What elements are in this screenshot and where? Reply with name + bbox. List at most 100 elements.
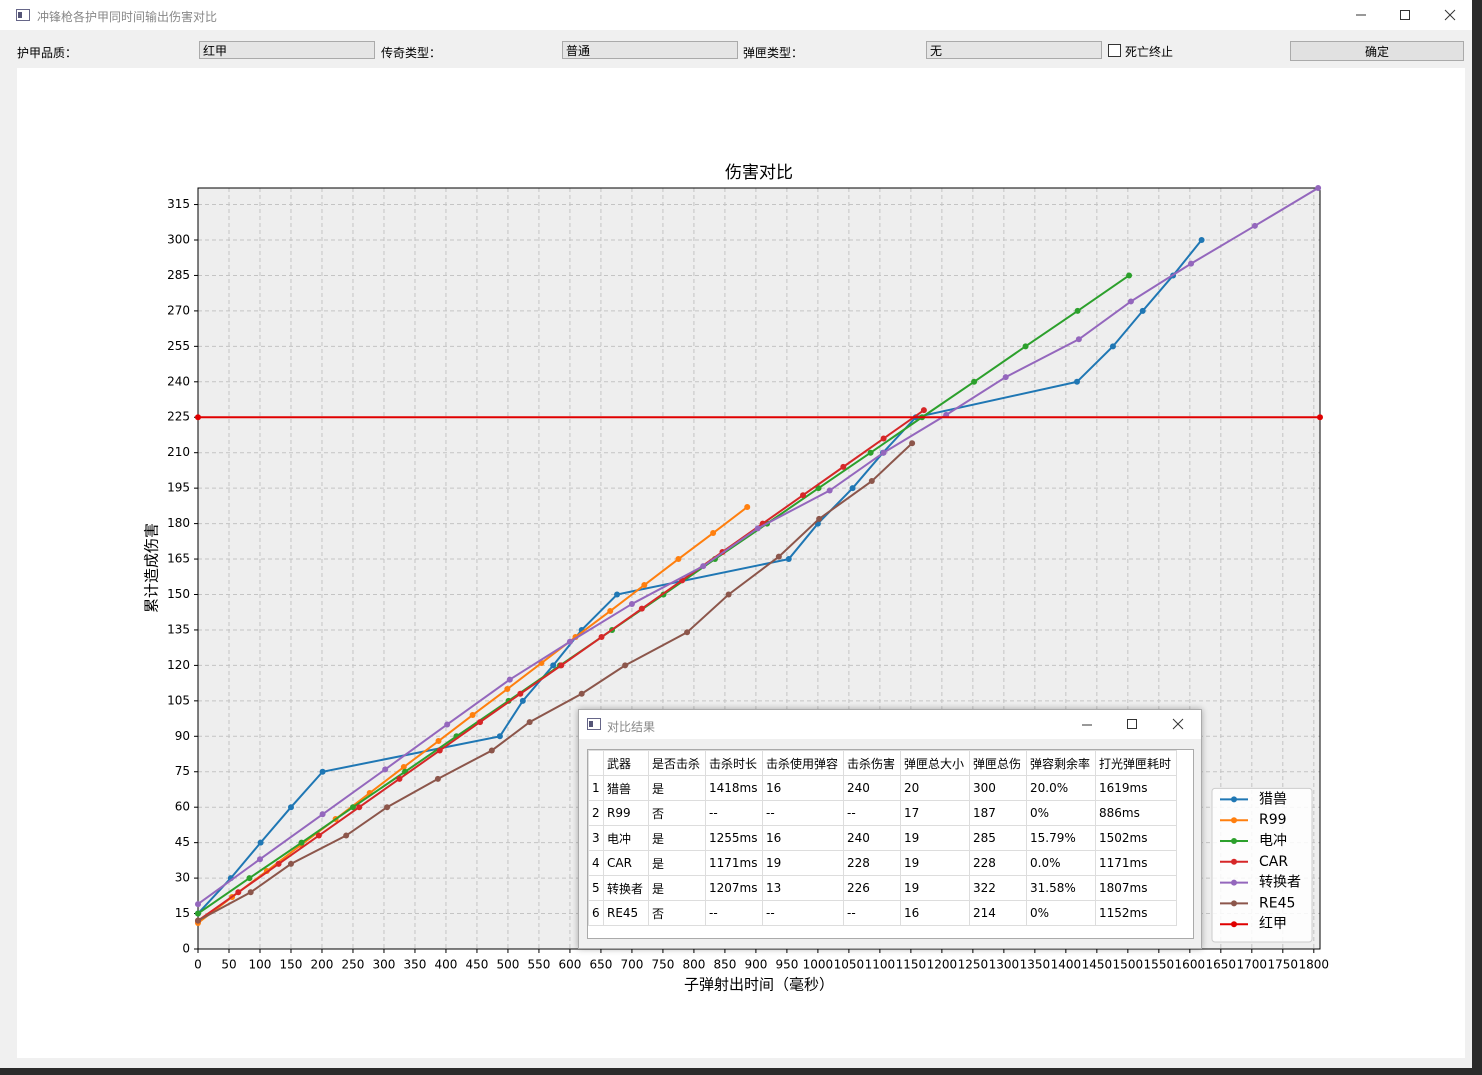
data-point xyxy=(785,556,792,563)
x-tick-label: 1050 xyxy=(834,958,865,972)
data-point xyxy=(504,686,511,693)
table-cell: 228 xyxy=(843,850,901,876)
data-point xyxy=(526,719,533,726)
data-point xyxy=(1315,185,1322,191)
mag-select[interactable]: 无 xyxy=(926,41,1102,59)
data-point xyxy=(519,697,526,704)
legend-select[interactable]: 普通 xyxy=(562,41,738,59)
x-tick-label: 1150 xyxy=(896,958,927,972)
x-tick-label: 750 xyxy=(651,958,674,972)
data-point xyxy=(275,860,282,867)
data-point xyxy=(700,563,707,570)
data-point xyxy=(578,690,585,697)
data-point xyxy=(868,478,875,485)
data-point xyxy=(506,676,513,683)
data-point xyxy=(256,856,263,863)
table-cell: 13 xyxy=(762,875,844,901)
table-cell: 是 xyxy=(648,775,706,801)
data-point xyxy=(488,747,495,754)
data-point xyxy=(826,487,833,494)
data-point xyxy=(298,839,305,846)
x-tick-label: 700 xyxy=(620,958,643,972)
legend-label: 红甲 xyxy=(1259,916,1287,932)
table-cell: 187 xyxy=(969,800,1027,826)
table-cell: 1502ms xyxy=(1095,825,1177,851)
table-cell: 322 xyxy=(969,875,1027,901)
data-point xyxy=(235,889,242,896)
x-tick-label: 400 xyxy=(435,958,458,972)
data-point xyxy=(641,582,648,589)
table-cell: 1418ms xyxy=(705,775,763,801)
window-controls[interactable] xyxy=(1340,0,1472,30)
y-axis-label: 累计造成伤害 xyxy=(143,523,161,613)
dialog-controls[interactable] xyxy=(1069,710,1201,739)
row-header: 1 xyxy=(588,775,604,801)
x-tick-label: 450 xyxy=(465,958,488,972)
x-tick-label: 1450 xyxy=(1082,958,1113,972)
data-point xyxy=(400,764,407,771)
checkbox[interactable] xyxy=(1108,44,1121,57)
data-point xyxy=(1139,307,1146,314)
dialog-title: 对比结果 xyxy=(607,720,656,734)
y-tick-label: 30 xyxy=(175,871,190,885)
x-tick-label: 0 xyxy=(194,958,202,972)
data-point xyxy=(880,449,887,456)
table-cell: -- xyxy=(762,800,844,826)
column-header: 弹匣总大小 xyxy=(900,750,970,776)
table-cell: 转换者 xyxy=(603,875,649,901)
data-point xyxy=(816,515,823,522)
x-tick-label: 600 xyxy=(558,958,581,972)
window-title: 冲锋枪各护甲同时间输出伤害对比 xyxy=(37,10,218,24)
legend-marker xyxy=(1231,921,1237,928)
data-point xyxy=(880,435,887,442)
data-point xyxy=(675,556,682,563)
data-point xyxy=(775,553,782,560)
x-tick-label: 250 xyxy=(342,958,365,972)
y-tick-label: 165 xyxy=(167,552,190,566)
series-line xyxy=(197,239,1203,915)
data-point xyxy=(800,492,807,499)
data-point xyxy=(909,440,916,447)
dialog-icon xyxy=(587,718,601,730)
table-cell: 300 xyxy=(969,775,1027,801)
data-point xyxy=(1002,374,1009,381)
x-tick-label: 1250 xyxy=(958,958,989,972)
table-cell: -- xyxy=(762,900,844,926)
x-tick-label: 1200 xyxy=(927,958,958,972)
armor-select[interactable]: 红甲 xyxy=(199,41,375,59)
confirm-button[interactable]: 确定 xyxy=(1290,41,1464,61)
table-cell: 1619ms xyxy=(1095,775,1177,801)
result-table: 武器 是否击杀 击杀时长 击杀使用弹容 击杀伤害 弹匣总大小 弹匣总伤 弹容剩余率 打光弹匣耗时… xyxy=(588,750,1177,926)
data-point xyxy=(558,662,565,669)
x-tick-label: 1500 xyxy=(1113,958,1144,972)
table-cell: -- xyxy=(705,800,763,826)
data-point xyxy=(1075,336,1082,343)
y-tick-label: 45 xyxy=(175,835,190,849)
data-point xyxy=(754,525,761,532)
app-icon xyxy=(16,9,30,21)
result-dialog: 对比结果 武器 是否击杀 击杀时长 击杀使用弹容 击杀伤害 弹匣总大小 弹匣总伤 弹容剩余率打… xyxy=(578,709,1202,949)
y-tick-label: 240 xyxy=(167,374,190,388)
data-point xyxy=(840,463,847,470)
title-bar: 冲锋枪各护甲同时间输出伤害对比 xyxy=(0,0,1472,30)
x-tick-label: 850 xyxy=(713,958,736,972)
table-row: 1 猎兽是 1418ms 16 240 20 300 20.0% 1619ms xyxy=(588,775,1177,801)
checkbox-label: 死亡终止 xyxy=(1125,45,1174,59)
x-tick-label: 200 xyxy=(311,958,334,972)
y-tick-label: 15 xyxy=(175,906,190,920)
y-tick-label: 210 xyxy=(167,445,190,459)
table-cell: 17 xyxy=(900,800,970,826)
x-tick-label: 1100 xyxy=(865,958,896,972)
data-point xyxy=(622,662,629,669)
table-row: 2 R99 否 -- -- -- 17 187 0% 886ms xyxy=(588,800,1177,826)
data-point xyxy=(247,889,254,896)
table-cell: 19 xyxy=(900,825,970,851)
data-point xyxy=(628,600,635,607)
column-header: 击杀使用弹容 xyxy=(762,750,844,776)
data-point xyxy=(246,875,253,882)
x-tick-label: 800 xyxy=(682,958,705,972)
table-cell: R99 xyxy=(603,800,649,826)
row-header: 4 xyxy=(588,850,604,876)
data-point xyxy=(496,733,503,740)
